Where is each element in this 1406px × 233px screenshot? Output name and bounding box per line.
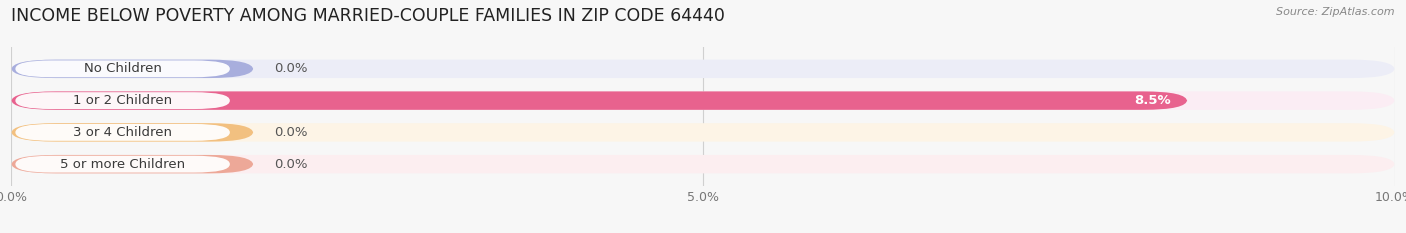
Text: INCOME BELOW POVERTY AMONG MARRIED-COUPLE FAMILIES IN ZIP CODE 64440: INCOME BELOW POVERTY AMONG MARRIED-COUPL… [11,7,725,25]
FancyBboxPatch shape [11,123,1395,142]
Text: 0.0%: 0.0% [274,158,308,171]
Text: 3 or 4 Children: 3 or 4 Children [73,126,172,139]
Text: 1 or 2 Children: 1 or 2 Children [73,94,172,107]
Text: 8.5%: 8.5% [1135,94,1171,107]
FancyBboxPatch shape [11,91,1395,110]
Text: 0.0%: 0.0% [274,62,308,75]
Text: No Children: No Children [84,62,162,75]
FancyBboxPatch shape [11,60,1395,78]
Text: Source: ZipAtlas.com: Source: ZipAtlas.com [1277,7,1395,17]
FancyBboxPatch shape [11,123,253,142]
FancyBboxPatch shape [11,155,253,173]
FancyBboxPatch shape [11,60,253,78]
Text: 0.0%: 0.0% [274,126,308,139]
FancyBboxPatch shape [11,91,1187,110]
FancyBboxPatch shape [15,92,229,109]
FancyBboxPatch shape [15,156,229,173]
Text: 5 or more Children: 5 or more Children [60,158,186,171]
FancyBboxPatch shape [15,60,229,77]
FancyBboxPatch shape [11,155,1395,173]
FancyBboxPatch shape [15,124,229,141]
